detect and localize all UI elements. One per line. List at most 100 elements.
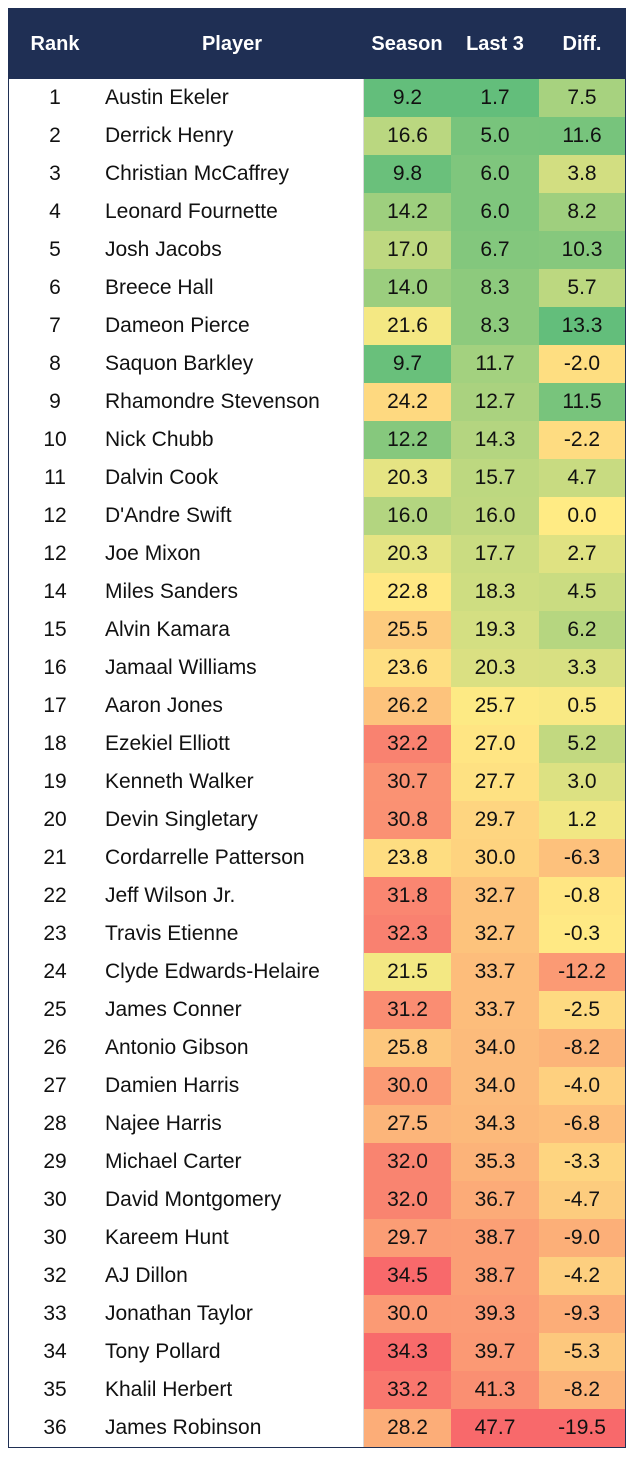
season-cell: 9.2 (363, 79, 451, 117)
table-row: 22 Jeff Wilson Jr. 31.8 32.7 -0.8 (9, 877, 625, 915)
player-cell: Dalvin Cook (105, 466, 219, 489)
season-cell: 32.0 (363, 1181, 451, 1219)
rank-cell: 19 (43, 770, 67, 793)
season-cell: 23.6 (363, 649, 451, 687)
player-cell: Travis Etienne (105, 922, 239, 945)
table-row: 29 Michael Carter 32.0 35.3 -3.3 (9, 1143, 625, 1181)
rank-cell: 33 (43, 1302, 67, 1325)
player-cell: Jamaal Williams (105, 656, 257, 679)
player-cell: James Robinson (105, 1416, 262, 1439)
diff-cell: -4.7 (539, 1181, 625, 1219)
diff-cell: 0.0 (539, 497, 625, 535)
last-3-cell: 36.7 (451, 1181, 539, 1219)
table-row: 14 Miles Sanders 22.8 18.3 4.5 (9, 573, 625, 611)
rank-cell: 23 (43, 922, 67, 945)
season-cell: 20.3 (363, 459, 451, 497)
rank-cell: 4 (49, 200, 61, 223)
season-cell: 23.8 (363, 839, 451, 877)
diff-cell: -4.0 (539, 1067, 625, 1105)
season-cell: 27.5 (363, 1105, 451, 1143)
player-cell: Nick Chubb (105, 428, 214, 451)
diff-cell: -0.8 (539, 877, 625, 915)
player-cell: D'Andre Swift (105, 504, 232, 527)
last-3-cell: 32.7 (451, 915, 539, 953)
table-row: 7 Dameon Pierce 21.6 8.3 13.3 (9, 307, 625, 345)
diff-cell: 1.2 (539, 801, 625, 839)
diff-cell: 13.3 (539, 307, 625, 345)
rank-cell: 18 (43, 732, 67, 755)
player-cell: Khalil Herbert (105, 1378, 233, 1401)
last-3-cell: 16.0 (451, 497, 539, 535)
season-cell: 32.3 (363, 915, 451, 953)
season-cell: 34.5 (363, 1257, 451, 1295)
diff-cell: -9.0 (539, 1219, 625, 1257)
player-cell: Miles Sanders (105, 580, 239, 603)
table-row: 12 D'Andre Swift 16.0 16.0 0.0 (9, 497, 625, 535)
player-cell: Christian McCaffrey (105, 162, 289, 185)
diff-cell: 0.5 (539, 687, 625, 725)
last-3-cell: 34.0 (451, 1029, 539, 1067)
table-row: 21 Cordarrelle Patterson 23.8 30.0 -6.3 (9, 839, 625, 877)
player-cell: Najee Harris (105, 1112, 222, 1135)
player-cell: Damien Harris (105, 1074, 240, 1097)
header-rank: Rank (30, 32, 80, 55)
table-row: 19 Kenneth Walker 30.7 27.7 3.0 (9, 763, 625, 801)
rank-cell: 12 (43, 504, 67, 527)
last-3-cell: 38.7 (451, 1219, 539, 1257)
last-3-cell: 6.7 (451, 231, 539, 269)
table-row: 24 Clyde Edwards-Helaire 21.5 33.7 -12.2 (9, 953, 625, 991)
table-row: 6 Breece Hall 14.0 8.3 5.7 (9, 269, 625, 307)
rank-cell: 27 (43, 1074, 67, 1097)
diff-cell: -0.3 (539, 915, 625, 953)
rank-cell: 32 (43, 1264, 67, 1287)
diff-cell: 7.5 (539, 79, 625, 117)
diff-cell: 3.0 (539, 763, 625, 801)
rank-cell: 21 (43, 846, 67, 869)
table-row: 34 Tony Pollard 34.3 39.7 -5.3 (9, 1333, 625, 1371)
last-3-cell: 38.7 (451, 1257, 539, 1295)
season-cell: 32.2 (363, 725, 451, 763)
table-row: 20 Devin Singletary 30.8 29.7 1.2 (9, 801, 625, 839)
player-cell: Alvin Kamara (105, 618, 230, 641)
last-3-cell: 18.3 (451, 573, 539, 611)
rank-cell: 30 (43, 1188, 67, 1211)
last-3-cell: 6.0 (451, 155, 539, 193)
player-cell: Dameon Pierce (105, 314, 250, 337)
last-3-cell: 29.7 (451, 801, 539, 839)
table-row: 11 Dalvin Cook 20.3 15.7 4.7 (9, 459, 625, 497)
season-cell: 30.0 (363, 1067, 451, 1105)
diff-cell: 5.2 (539, 725, 625, 763)
diff-cell: 4.7 (539, 459, 625, 497)
table-row: 1 Austin Ekeler 9.2 1.7 7.5 (9, 79, 625, 117)
diff-cell: -2.0 (539, 345, 625, 383)
rank-cell: 2 (49, 124, 61, 147)
rank-cell: 1 (49, 86, 61, 109)
last-3-cell: 34.0 (451, 1067, 539, 1105)
player-cell: Derrick Henry (105, 124, 234, 147)
rank-cell: 5 (49, 238, 61, 261)
player-cell: Saquon Barkley (105, 352, 254, 375)
player-cell: Josh Jacobs (105, 238, 222, 261)
rank-cell: 16 (43, 656, 67, 679)
header-diff: Diff. (562, 32, 602, 55)
rank-cell: 34 (43, 1340, 67, 1363)
rank-cell: 22 (43, 884, 67, 907)
table-row: 16 Jamaal Williams 23.6 20.3 3.3 (9, 649, 625, 687)
rank-cell: 3 (49, 162, 61, 185)
last-3-cell: 8.3 (451, 307, 539, 345)
season-cell: 22.8 (363, 573, 451, 611)
table-row: 30 Kareem Hunt 29.7 38.7 -9.0 (9, 1219, 625, 1257)
diff-cell: -8.2 (539, 1029, 625, 1067)
last-3-cell: 20.3 (451, 649, 539, 687)
season-cell: 16.0 (363, 497, 451, 535)
table-row: 28 Najee Harris 27.5 34.3 -6.8 (9, 1105, 625, 1143)
table-row: 36 James Robinson 28.2 47.7 -19.5 (9, 1409, 625, 1447)
player-cell: James Conner (105, 998, 242, 1021)
table-row: 15 Alvin Kamara 25.5 19.3 6.2 (9, 611, 625, 649)
rank-cell: 28 (43, 1112, 67, 1135)
player-cell: Ezekiel Elliott (105, 732, 230, 755)
season-cell: 25.8 (363, 1029, 451, 1067)
player-cell: Joe Mixon (105, 542, 201, 565)
season-cell: 34.3 (363, 1333, 451, 1371)
player-cell: Devin Singletary (105, 808, 258, 831)
